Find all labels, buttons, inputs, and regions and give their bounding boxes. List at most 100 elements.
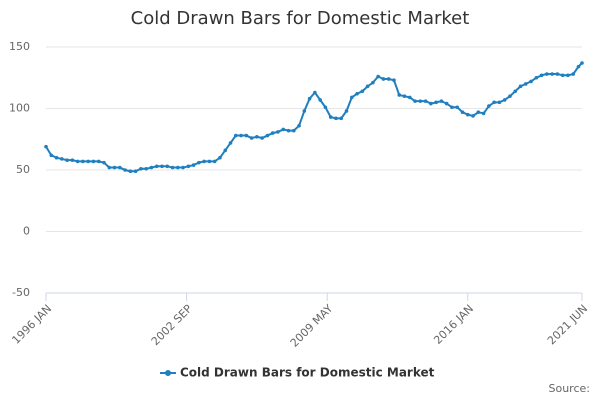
point bbox=[181, 165, 185, 170]
point bbox=[270, 131, 275, 135]
point bbox=[539, 73, 544, 78]
point bbox=[281, 127, 286, 132]
point bbox=[580, 61, 584, 65]
point bbox=[476, 110, 481, 114]
point bbox=[402, 94, 407, 98]
point bbox=[460, 110, 465, 114]
point bbox=[508, 94, 512, 98]
point bbox=[355, 91, 359, 96]
point bbox=[334, 116, 338, 121]
point bbox=[107, 165, 112, 170]
point bbox=[471, 114, 475, 118]
x-tick-label: 1996 JAN bbox=[9, 302, 54, 347]
y-tick-label: 100 bbox=[9, 102, 30, 115]
point bbox=[212, 159, 217, 164]
point bbox=[170, 165, 175, 170]
point bbox=[44, 144, 48, 149]
point bbox=[244, 133, 249, 138]
point bbox=[139, 166, 143, 171]
point bbox=[118, 165, 122, 170]
point bbox=[392, 78, 396, 83]
point bbox=[434, 100, 438, 105]
point bbox=[397, 93, 402, 97]
point bbox=[576, 64, 581, 69]
point bbox=[381, 77, 386, 81]
point bbox=[365, 84, 370, 89]
point bbox=[223, 148, 228, 153]
y-tick-label: -50 bbox=[12, 286, 30, 299]
point bbox=[439, 99, 444, 103]
point bbox=[202, 159, 206, 164]
point bbox=[481, 111, 486, 116]
point bbox=[197, 160, 201, 165]
point bbox=[497, 100, 502, 105]
point bbox=[49, 153, 54, 158]
point bbox=[492, 100, 496, 105]
x-tick-label: 2009 MAY bbox=[288, 302, 336, 350]
x-tick-label: 2021 JUN bbox=[545, 302, 590, 347]
point bbox=[349, 95, 354, 100]
point bbox=[265, 133, 270, 138]
point bbox=[328, 115, 333, 119]
point bbox=[60, 157, 64, 161]
point bbox=[123, 168, 127, 172]
legend-label: Cold Drawn Bars for Domestic Market bbox=[180, 366, 435, 380]
point bbox=[413, 99, 417, 103]
point bbox=[560, 73, 565, 78]
point bbox=[191, 163, 196, 167]
series-line bbox=[45, 62, 583, 173]
point bbox=[133, 169, 138, 174]
point bbox=[450, 105, 454, 110]
point bbox=[550, 72, 554, 76]
chart-title: Cold Drawn Bars for Domestic Market bbox=[131, 8, 470, 29]
point bbox=[276, 130, 280, 134]
point bbox=[302, 109, 307, 113]
point bbox=[70, 158, 75, 162]
point bbox=[360, 89, 365, 94]
point bbox=[160, 164, 164, 169]
point bbox=[487, 104, 491, 108]
point bbox=[323, 105, 328, 110]
point bbox=[386, 77, 391, 81]
y-tick-label: 150 bbox=[9, 40, 30, 53]
x-tick-label: 2016 JAN bbox=[431, 302, 476, 347]
point bbox=[65, 158, 69, 162]
point bbox=[228, 141, 233, 145]
y-tick-label: 0 bbox=[23, 225, 30, 238]
x-tick-label: 2002 SEP bbox=[149, 302, 195, 348]
point bbox=[444, 101, 449, 106]
point bbox=[407, 95, 412, 100]
point bbox=[81, 159, 85, 164]
point bbox=[186, 164, 191, 169]
point bbox=[376, 74, 380, 79]
point bbox=[339, 116, 344, 121]
point bbox=[86, 159, 90, 164]
point bbox=[518, 84, 523, 89]
point bbox=[545, 72, 549, 76]
point bbox=[571, 72, 576, 76]
point bbox=[154, 164, 159, 169]
point bbox=[218, 155, 222, 160]
point bbox=[233, 133, 238, 138]
point bbox=[513, 89, 518, 94]
point bbox=[128, 169, 133, 174]
point bbox=[465, 112, 470, 117]
point bbox=[566, 73, 570, 78]
point bbox=[371, 80, 375, 85]
source: Source: bbox=[549, 382, 591, 395]
point bbox=[96, 159, 101, 164]
point bbox=[307, 96, 312, 101]
y-tick-label: 50 bbox=[16, 163, 30, 176]
point bbox=[144, 166, 148, 171]
point bbox=[249, 136, 254, 140]
point bbox=[149, 165, 154, 170]
point bbox=[529, 79, 533, 84]
point bbox=[418, 99, 423, 103]
point bbox=[523, 82, 528, 86]
point bbox=[239, 133, 243, 138]
point bbox=[313, 90, 317, 95]
point bbox=[54, 155, 59, 160]
point bbox=[165, 164, 170, 169]
